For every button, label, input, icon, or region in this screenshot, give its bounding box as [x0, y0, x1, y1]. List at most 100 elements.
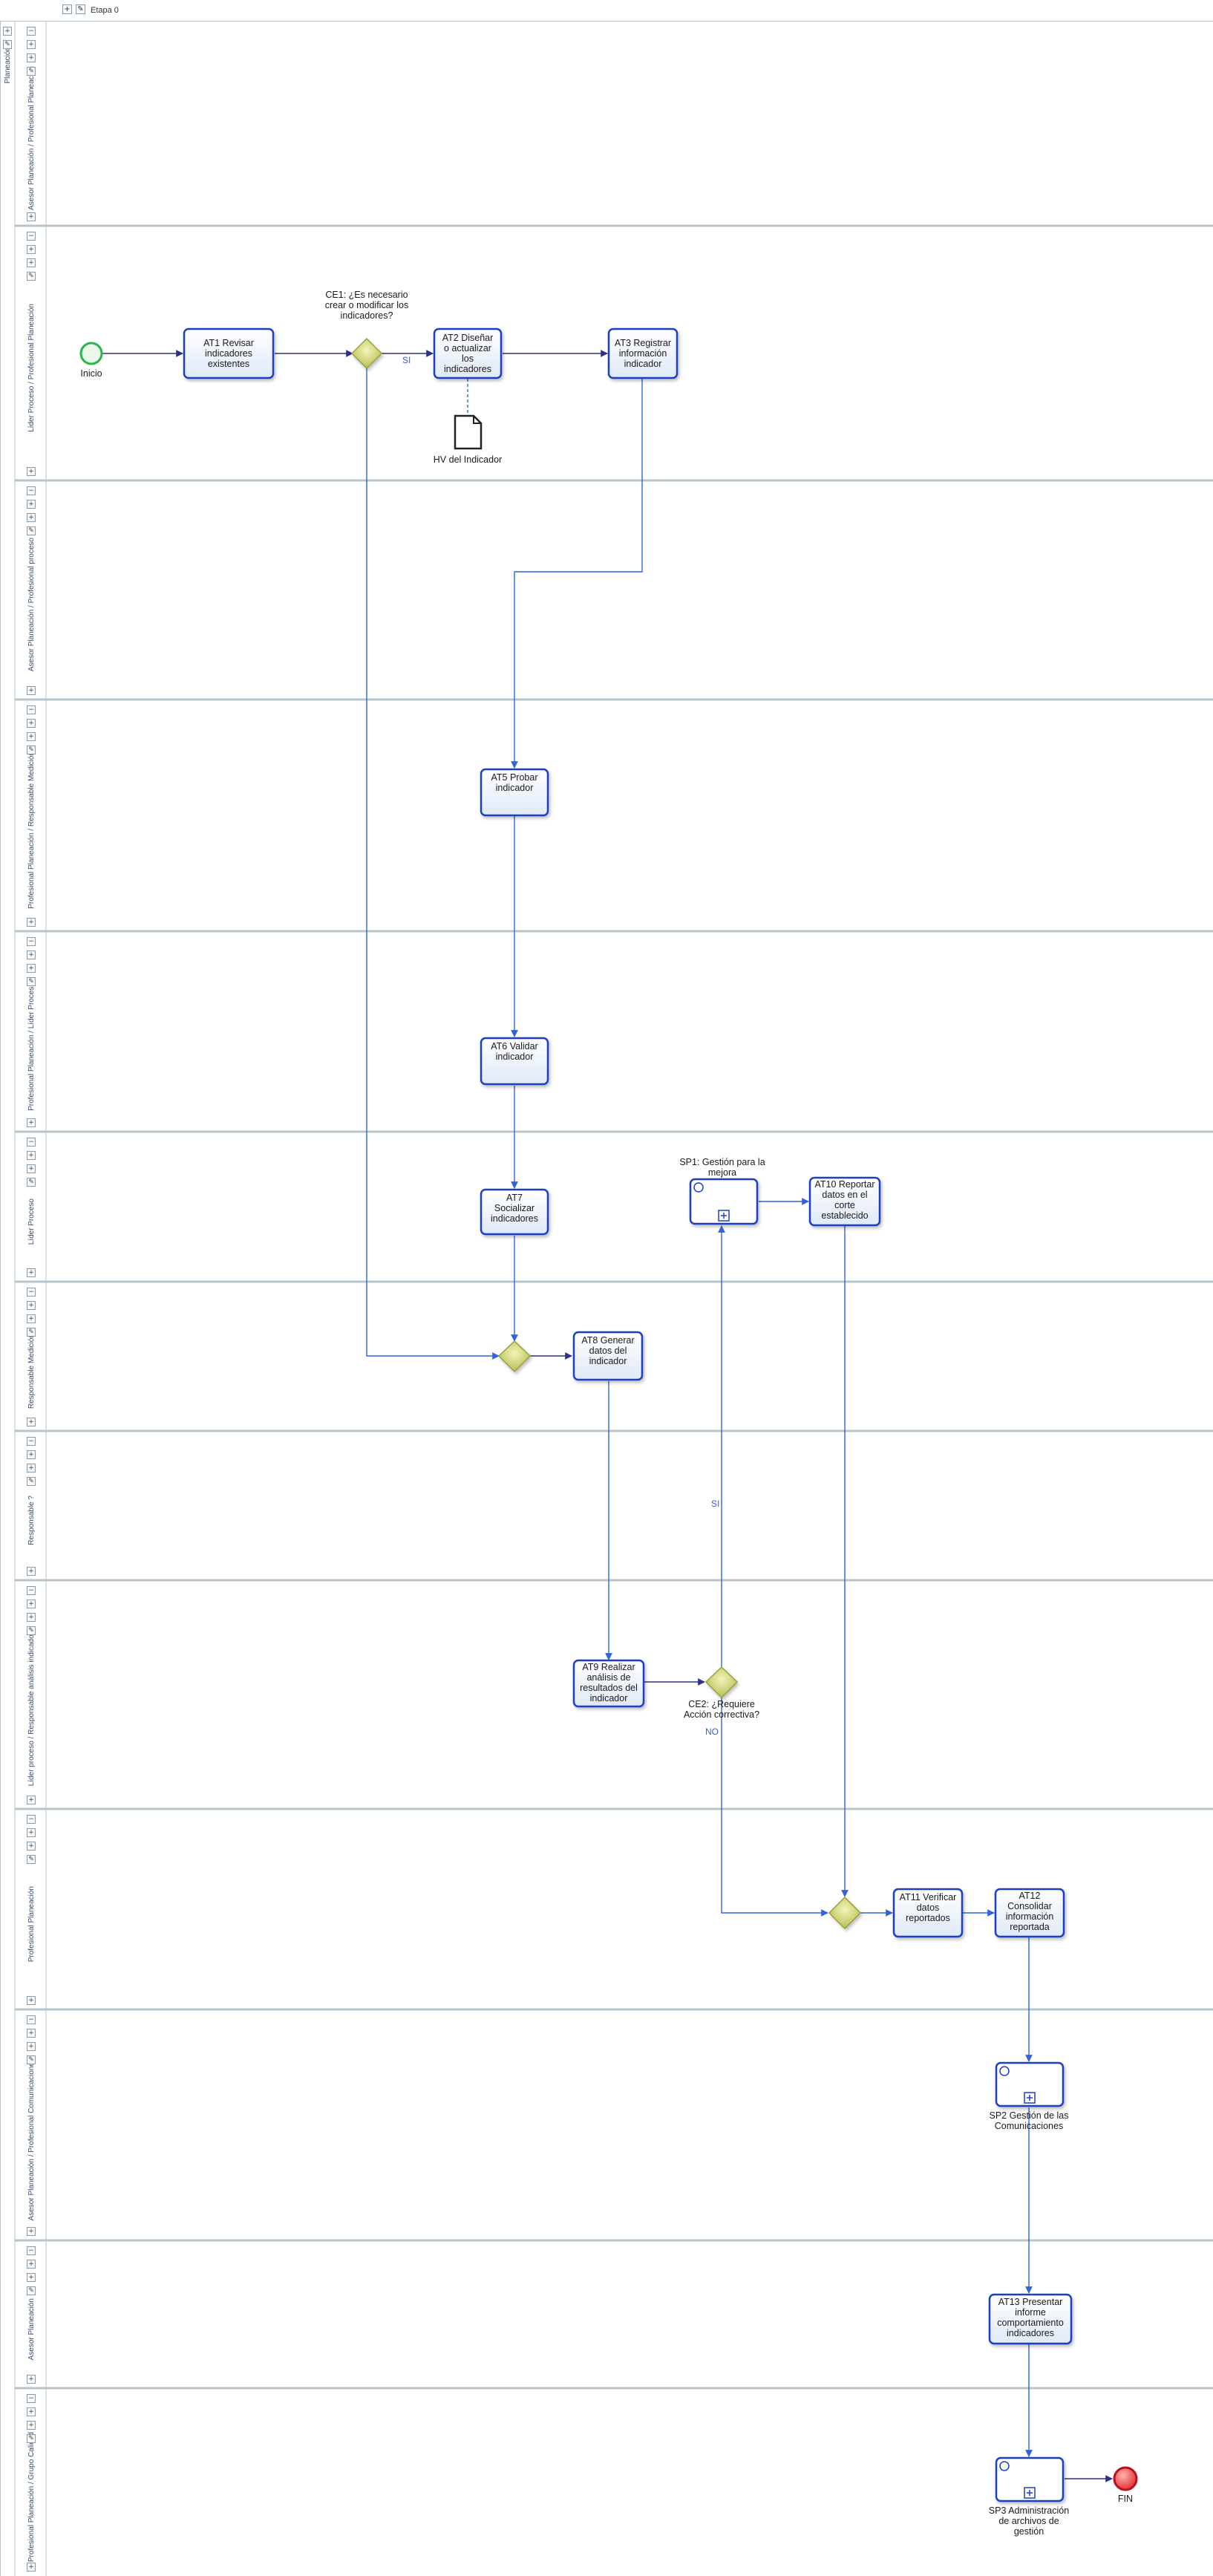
- add-lane-button[interactable]: +: [27, 1314, 36, 1323]
- lane-resize-button[interactable]: +: [27, 2375, 36, 2384]
- add-lane-button[interactable]: +: [27, 2421, 36, 2430]
- edit-icon[interactable]: ✎: [27, 746, 36, 754]
- task-box-at7[interactable]: [480, 1188, 549, 1236]
- task-box-at2[interactable]: [433, 327, 503, 379]
- add-lane-button[interactable]: +: [27, 2273, 36, 2282]
- add-lane-button[interactable]: +: [27, 53, 36, 62]
- lane-resize-button[interactable]: +: [27, 1268, 36, 1277]
- collapse-lane-button[interactable]: −: [27, 486, 36, 495]
- expand-lane-button[interactable]: +: [27, 2260, 36, 2269]
- lane-resize-button[interactable]: +: [27, 1567, 36, 1576]
- edit-icon[interactable]: ✎: [27, 1328, 36, 1337]
- edit-icon[interactable]: ✎: [27, 1477, 36, 1486]
- collapse-lane-button[interactable]: −: [27, 2015, 36, 2024]
- expand-lane-button[interactable]: +: [27, 950, 36, 959]
- gateway-ce1[interactable]: [350, 337, 383, 370]
- lane-resize-button[interactable]: +: [27, 1118, 36, 1127]
- expand-lane-button[interactable]: +: [27, 2407, 36, 2416]
- collapse-lane-button[interactable]: −: [27, 937, 36, 946]
- task-at8[interactable]: AT8 Generar datos del indicador: [581, 1335, 635, 1366]
- edit-icon[interactable]: ✎: [27, 67, 36, 76]
- expand-lane-button[interactable]: +: [27, 1828, 36, 1837]
- expand-lane-button[interactable]: +: [27, 500, 36, 509]
- task-box-at1[interactable]: [183, 327, 275, 379]
- lane-resize-button[interactable]: +: [27, 212, 36, 221]
- pool-edit-icon[interactable]: ✎: [3, 40, 12, 49]
- expand-lane-button[interactable]: +: [27, 40, 36, 49]
- collapse-lane-button[interactable]: −: [27, 1815, 36, 1824]
- document-icon[interactable]: [454, 414, 483, 450]
- task-box-at11[interactable]: [892, 1888, 964, 1938]
- expand-lane-button[interactable]: +: [27, 1301, 36, 1310]
- expand-lane-button[interactable]: +: [27, 719, 36, 728]
- gateway-ce2[interactable]: [704, 1666, 739, 1699]
- start-event[interactable]: [79, 342, 103, 365]
- task-box-at3[interactable]: [607, 327, 679, 379]
- subprocess-sp1[interactable]: [689, 1178, 759, 1225]
- edit-icon[interactable]: ✎: [27, 2286, 36, 2295]
- task-at10[interactable]: AT10 Reportar datos en el corte establec…: [814, 1179, 875, 1221]
- edit-icon[interactable]: ✎: [27, 1855, 36, 1864]
- task-box-at8[interactable]: [572, 1331, 644, 1381]
- task-at7[interactable]: AT7 Socializar indicadores: [491, 1193, 538, 1224]
- lane-resize-button[interactable]: +: [27, 686, 36, 695]
- lane-resize-button[interactable]: +: [27, 2563, 36, 2572]
- collapse-lane-button[interactable]: −: [27, 2394, 36, 2403]
- gateway-merge-at8[interactable]: [497, 1340, 532, 1373]
- collapse-button[interactable]: +: [62, 4, 72, 14]
- subprocess-sp2[interactable]: [995, 2061, 1065, 2107]
- task-box-at10[interactable]: [808, 1176, 881, 1227]
- lane-resize-button[interactable]: +: [27, 1996, 36, 2005]
- task-box-at5[interactable]: [480, 768, 549, 817]
- task-box-at12[interactable]: [994, 1888, 1065, 1938]
- edit-icon[interactable]: ✎: [76, 4, 85, 14]
- add-lane-button[interactable]: +: [27, 964, 36, 973]
- collapse-lane-button[interactable]: −: [27, 1138, 36, 1147]
- edit-icon[interactable]: ✎: [27, 2434, 36, 2443]
- add-lane-button[interactable]: +: [27, 2042, 36, 2051]
- pool-expand-button[interactable]: +: [3, 27, 12, 36]
- add-lane-button[interactable]: +: [27, 1842, 36, 1851]
- edit-icon[interactable]: ✎: [27, 1178, 36, 1187]
- collapse-lane-button[interactable]: −: [27, 232, 36, 241]
- task-at1[interactable]: AT1 Revisar indicadores existentes: [203, 338, 254, 369]
- add-lane-button[interactable]: +: [27, 1613, 36, 1622]
- task-at6[interactable]: AT6 Validar indicador: [491, 1041, 538, 1062]
- collapse-lane-button[interactable]: −: [27, 705, 36, 714]
- task-at2[interactable]: AT2 Diseñar o actualizar los indicadores: [442, 333, 494, 374]
- end-event[interactable]: [1113, 2466, 1138, 2491]
- expand-lane-button[interactable]: +: [27, 1151, 36, 1160]
- task-at12[interactable]: AT12 Consolidar información reportada: [1005, 1891, 1054, 1932]
- task-at9[interactable]: AT9 Realizar análisis de resultados del …: [580, 1662, 638, 1703]
- expand-lane-button[interactable]: +: [27, 1600, 36, 1608]
- lane-resize-button[interactable]: +: [27, 467, 36, 476]
- expand-lane-button[interactable]: +: [27, 2029, 36, 2038]
- task-box-at6[interactable]: [480, 1037, 549, 1086]
- task-at3[interactable]: AT3 Registrar información indicador: [614, 338, 672, 369]
- edit-icon[interactable]: ✎: [27, 977, 36, 986]
- add-lane-button[interactable]: +: [27, 1464, 36, 1473]
- add-lane-button[interactable]: +: [27, 258, 36, 267]
- collapse-lane-button[interactable]: −: [27, 1437, 36, 1446]
- task-box-at9[interactable]: [572, 1659, 645, 1708]
- edit-icon[interactable]: ✎: [27, 1626, 36, 1635]
- lane-resize-button[interactable]: +: [27, 1418, 36, 1426]
- task-at13[interactable]: AT13 Presentar informe comportamiento in…: [997, 2297, 1064, 2338]
- gateway-merge-at11[interactable]: [828, 1896, 862, 1930]
- collapse-lane-button[interactable]: −: [27, 27, 36, 36]
- lane-resize-button[interactable]: +: [27, 2227, 36, 2236]
- task-box-at13[interactable]: [988, 2293, 1073, 2345]
- collapse-lane-button[interactable]: −: [27, 2246, 36, 2255]
- task-at5[interactable]: AT5 Probar indicador: [491, 772, 538, 793]
- add-lane-button[interactable]: +: [27, 513, 36, 522]
- add-lane-button[interactable]: +: [27, 732, 36, 741]
- lane-resize-button[interactable]: +: [27, 1796, 36, 1804]
- add-lane-button[interactable]: +: [27, 1164, 36, 1173]
- collapse-lane-button[interactable]: −: [27, 1288, 36, 1297]
- expand-lane-button[interactable]: +: [27, 1450, 36, 1459]
- expand-lane-button[interactable]: +: [27, 245, 36, 254]
- edit-icon[interactable]: ✎: [27, 526, 36, 535]
- collapse-lane-button[interactable]: −: [27, 1586, 36, 1595]
- subprocess-sp3[interactable]: [995, 2456, 1065, 2502]
- lane-resize-button[interactable]: +: [27, 918, 36, 927]
